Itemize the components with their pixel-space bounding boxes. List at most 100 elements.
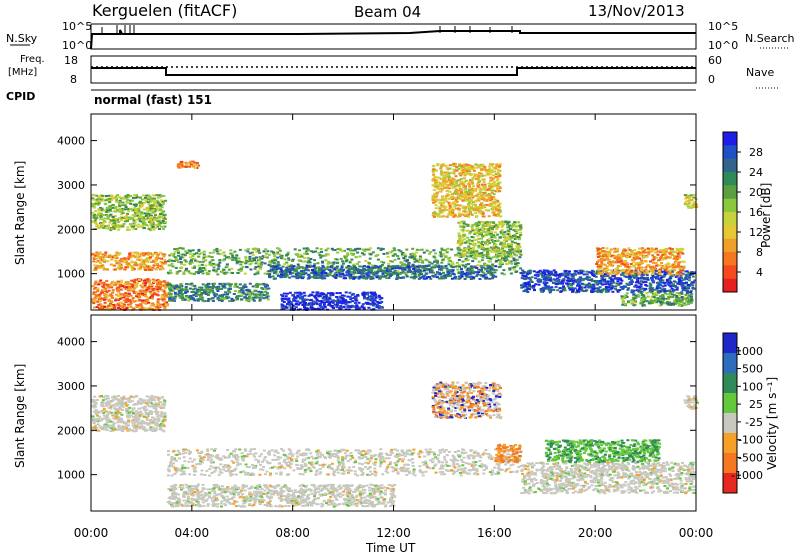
- power-cell: [167, 285, 171, 288]
- power-cell: [341, 260, 345, 263]
- power-cell: [119, 281, 123, 284]
- power-cell: [339, 305, 343, 308]
- power-cell: [212, 291, 216, 294]
- power-cell: [268, 261, 272, 264]
- power-cell: [147, 290, 151, 293]
- power-cell: [487, 224, 491, 227]
- power-cell: [250, 291, 254, 294]
- power-cell: [466, 225, 470, 227]
- power-cell: [254, 289, 258, 292]
- power-cell: [335, 267, 339, 269]
- power-cell: [121, 225, 125, 228]
- power-cell: [208, 251, 212, 254]
- power-cell: [438, 206, 442, 209]
- power-cell: [522, 290, 526, 293]
- power-cell: [410, 273, 414, 276]
- power-cell: [448, 269, 452, 272]
- power-cell: [223, 297, 227, 300]
- power-cell: [155, 267, 159, 270]
- power-cell: [660, 288, 664, 291]
- power-cell: [333, 303, 337, 306]
- power-cell: [151, 207, 155, 210]
- power-cell: [445, 190, 449, 193]
- power-cell: [92, 306, 96, 309]
- power-cell: [352, 269, 356, 272]
- power-cell: [446, 173, 450, 176]
- power-cell: [286, 253, 290, 256]
- power-cell: [462, 177, 466, 180]
- power-cell: [307, 269, 311, 272]
- power-cell: [320, 272, 324, 275]
- power-cell: [287, 303, 291, 305]
- power-cell: [262, 297, 266, 300]
- power-cell: [162, 227, 165, 230]
- power-cell: [189, 253, 192, 256]
- power-cell: [283, 258, 287, 261]
- power-cell: [112, 221, 116, 224]
- power-cell: [297, 276, 301, 279]
- power-cell: [357, 272, 361, 275]
- power-cell: [346, 304, 350, 307]
- power-cell: [465, 197, 469, 200]
- nave-tick-bottom: 0: [708, 73, 715, 86]
- power-cell: [134, 224, 138, 227]
- power-cell: [480, 259, 484, 262]
- power-cell: [211, 300, 215, 302]
- power-cell: [502, 242, 506, 245]
- power-cell: [442, 266, 446, 269]
- power-cell: [170, 253, 174, 256]
- power-cell: [199, 294, 203, 297]
- power-cell: [495, 164, 499, 167]
- power-cell: [290, 303, 294, 306]
- power-cell: [330, 305, 334, 308]
- power-cell: [474, 212, 478, 214]
- power-cell: [340, 264, 344, 267]
- power-cell: [250, 297, 253, 299]
- power-cell: [493, 201, 497, 204]
- power-cell: [156, 225, 160, 228]
- power-cell: [487, 249, 491, 252]
- power-cell: [347, 301, 351, 304]
- power-cell: [339, 275, 343, 278]
- power-cell: [183, 291, 187, 294]
- power-cell: [471, 229, 475, 232]
- power-cell: [238, 283, 242, 286]
- power-cell: [101, 214, 105, 216]
- power-cell: [128, 299, 131, 302]
- power-cell: [656, 274, 660, 276]
- power-cell: [518, 228, 522, 231]
- power-cell: [374, 295, 378, 298]
- power-cell: [573, 272, 577, 275]
- power-cell: [453, 163, 457, 166]
- power-cell: [402, 257, 406, 259]
- power-cell: [340, 250, 344, 253]
- power-cell: [107, 224, 110, 227]
- power-cell: [92, 216, 96, 219]
- power-cell: [332, 307, 335, 309]
- power-cell: [361, 272, 365, 275]
- power-cell: [392, 247, 396, 250]
- power-cell: [117, 201, 121, 204]
- power-cell: [94, 286, 98, 289]
- power-cell: [163, 225, 167, 228]
- power-cell: [411, 255, 414, 258]
- power-cell: [370, 297, 374, 300]
- power-cell: [173, 248, 177, 251]
- power-cell: [606, 275, 610, 277]
- power-cell: [104, 251, 108, 254]
- power-cell: [335, 271, 339, 274]
- power-cell: [263, 262, 267, 265]
- power-cell: [668, 279, 672, 282]
- power-cell: [300, 255, 304, 258]
- power-cell: [505, 258, 509, 261]
- power-cell: [476, 264, 480, 267]
- power-cell: [167, 291, 171, 294]
- power-cell: [130, 251, 134, 254]
- power-cell: [348, 277, 352, 280]
- power-cell: [94, 210, 98, 213]
- power-cell: [107, 299, 111, 302]
- power-cell: [130, 266, 134, 269]
- power-cell: [307, 266, 311, 268]
- power-cell: [490, 272, 494, 275]
- power-cell: [458, 185, 462, 188]
